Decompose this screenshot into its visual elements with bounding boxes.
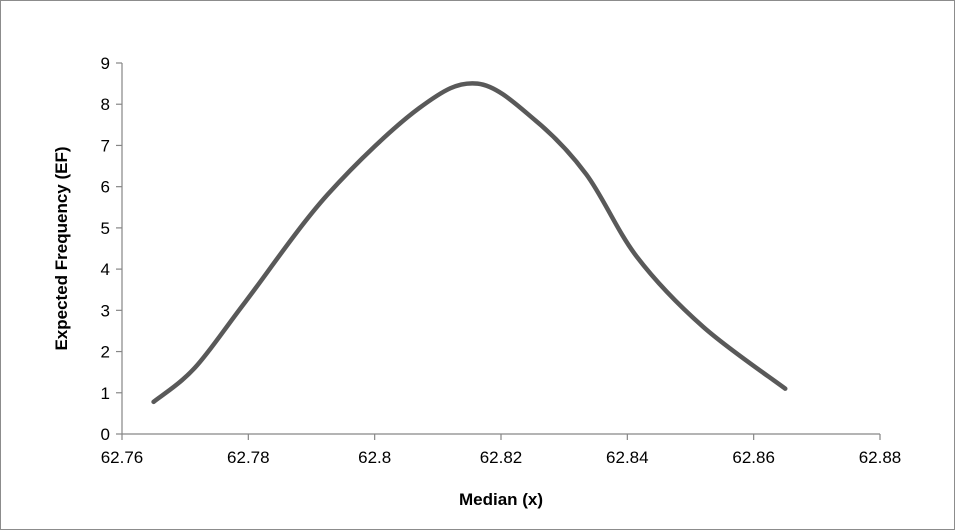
x-tick-label: 62.76	[101, 448, 144, 467]
chart-series	[151, 81, 788, 405]
y-tick-label: 1	[101, 384, 110, 403]
x-tick-label: 62.84	[606, 448, 649, 467]
y-tick-label: 2	[101, 343, 110, 362]
y-tick-label: 5	[101, 219, 110, 238]
y-tick-label: 4	[101, 260, 110, 279]
x-tick-label: 62.8	[358, 448, 391, 467]
x-tick-label: 62.88	[859, 448, 902, 467]
y-tick-label: 3	[101, 301, 110, 320]
x-tick-label: 62.86	[732, 448, 775, 467]
y-tick-label: 6	[101, 178, 110, 197]
y-tick-label: 7	[101, 136, 110, 155]
chart-axes	[116, 62, 881, 440]
x-axis-title: Median (x)	[459, 490, 543, 509]
chart-labels: 0 1 2 3 4 5 6 7 8 9 62.76 62.78 62.8 62.82 62.84 62.86 6…	[52, 54, 901, 509]
y-tick-label: 8	[101, 95, 110, 114]
x-tick-label: 62.82	[480, 448, 523, 467]
y-axis-title: Expected Frequency (EF)	[52, 146, 71, 350]
x-tick-label: 62.78	[227, 448, 270, 467]
y-tick-label: 0	[101, 425, 110, 444]
series-line	[151, 81, 788, 405]
y-tick-label: 9	[101, 54, 110, 73]
